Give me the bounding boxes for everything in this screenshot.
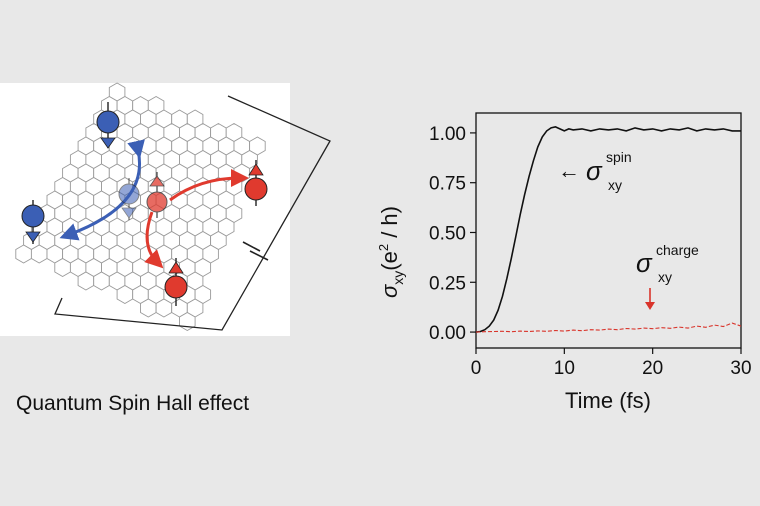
ylabel-subscript: xy: [390, 271, 406, 285]
y-tick-label: 0.00: [429, 323, 466, 344]
electron-spin-down-top: [96, 102, 120, 149]
electron-spin-up-center: [146, 172, 168, 218]
x-tick-label: 10: [554, 358, 575, 379]
spin-up-path-arrow-right: [169, 169, 249, 202]
axis-ticks: 0 10 20 30 0.00 0.25 0.50 0.75 1.00: [429, 124, 752, 379]
charge-label-superscript: charge: [656, 242, 699, 258]
illustration-caption: Quantum Spin Hall effect: [16, 392, 250, 415]
ylabel-units-tail: / h): [377, 206, 402, 244]
y-axis-label: σxy(e2 / h): [376, 206, 406, 298]
spin-up-path-arrow-down: [144, 211, 164, 269]
charge-series-label: σ xy charge: [636, 242, 699, 285]
lattice-hexagon: [77, 271, 95, 291]
electron-spin-down-center: [118, 178, 140, 220]
lattice-hexagon: [116, 284, 134, 305]
plot-frame: [475, 112, 742, 349]
y-tick-label: 0.75: [429, 174, 466, 195]
charge-label-symbol: σ: [636, 248, 653, 278]
capacitor-plate-2: [249, 250, 269, 261]
spin-label-subscript: xy: [608, 177, 622, 193]
series-spin-line: [476, 126, 741, 333]
spin-label-arrow: ←: [558, 158, 580, 183]
electron-spin-up-right: [244, 160, 268, 206]
lattice-hexagon: [140, 298, 157, 318]
ylabel-units: (e: [377, 251, 402, 271]
circuit-wire: [54, 95, 331, 331]
charge-pointer-arrowhead: [645, 302, 655, 310]
qsh-illustration: [0, 82, 331, 336]
capacitor-plate-1: [242, 241, 261, 252]
ylabel-superscript: 2: [376, 244, 391, 251]
series-charge-line: [476, 322, 741, 333]
charge-label-subscript: xy: [658, 269, 672, 285]
svg-text:σxy(e2 / h): σxy(e2 / h): [376, 206, 406, 298]
y-tick-label: 0.50: [429, 223, 466, 244]
x-tick-label: 30: [730, 358, 751, 379]
lattice-hexagon: [93, 271, 110, 291]
ylabel-symbol: σ: [377, 284, 402, 298]
spin-label-superscript: spin: [606, 149, 632, 165]
lattice-hexagon: [15, 244, 32, 264]
spin-series-label: σ xy spin: [586, 149, 632, 193]
lattice-hexagon: [155, 298, 173, 318]
electron-spin-up-bottom: [164, 258, 188, 306]
electron-spin-down-left: [21, 200, 45, 244]
y-tick-label: 1.00: [429, 124, 466, 145]
y-tick-label: 0.25: [429, 273, 466, 294]
conductivity-chart: 0 10 20 300.000.250.500.751.00 ← σ xy spin …: [376, 112, 752, 413]
lattice-hexagon: [30, 244, 48, 264]
x-tick-label: 0: [471, 358, 482, 379]
spin-label-symbol: σ: [586, 156, 603, 186]
x-axis-label: Time (fs): [565, 388, 651, 413]
x-tick-label: 20: [642, 358, 663, 379]
lattice-hexagon: [54, 257, 71, 278]
